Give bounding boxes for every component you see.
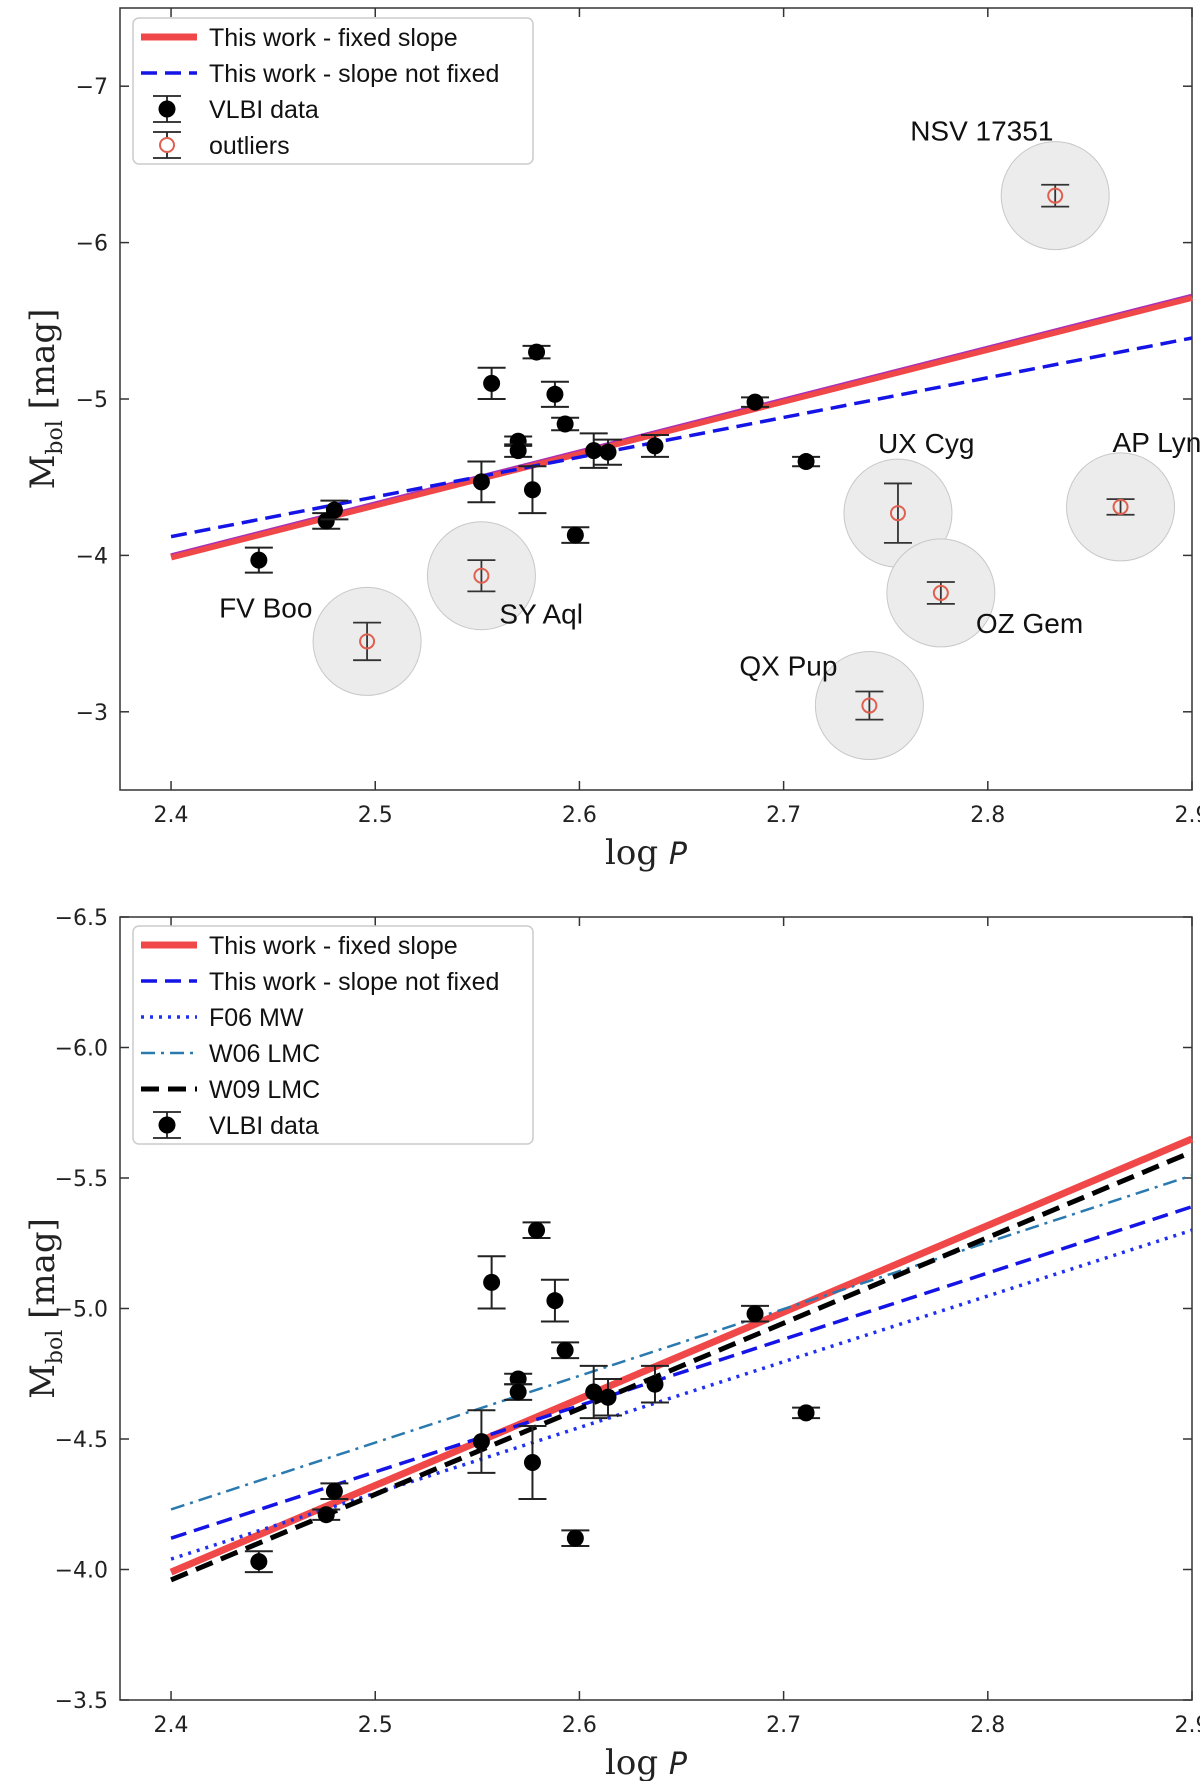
vlbi-data-point: [523, 1453, 541, 1471]
y-axis-label: Mbol [mag]: [23, 1218, 68, 1399]
x-tick-label: 2.6: [562, 803, 597, 828]
x-tick-label: 2.8: [970, 803, 1005, 828]
vlbi-data-point: [746, 393, 764, 411]
vlbi-data-point: [797, 1404, 815, 1422]
vlbi-data-point: [585, 442, 603, 460]
y-tick-label: −7: [76, 75, 108, 100]
x-tick-label: 2.5: [358, 1713, 393, 1738]
y-tick-label: −5.5: [55, 1167, 108, 1192]
y-tick-label: −4.5: [55, 1428, 108, 1453]
outlier-label: OZ Gem: [976, 608, 1083, 639]
x-axis-label: log P: [605, 833, 688, 873]
legend-entry-label: VLBI data: [209, 96, 319, 124]
legend-entry-label: outliers: [209, 132, 290, 160]
outlier-label: NSV 17351: [910, 116, 1053, 147]
y-tick-label: −4.0: [55, 1559, 108, 1584]
outlier-label: UX Cyg: [878, 428, 974, 459]
y-tick-label: −6.5: [55, 906, 108, 931]
vlbi-data-point: [509, 442, 527, 460]
vlbi-data-point: [483, 1273, 501, 1291]
legend-box: [132, 925, 534, 1145]
vlbi-data-point: [523, 481, 541, 499]
legend-entry-label: VLBI data: [209, 1112, 319, 1140]
legend-handle-marker: [159, 137, 175, 153]
fit-line-dashed-blue: [170, 1205, 1193, 1540]
legend-entry-label: This work - slope not fixed: [209, 60, 499, 88]
vlbi-data-point: [472, 1433, 490, 1451]
outlier-point: [861, 697, 878, 714]
vlbi-data-point: [646, 437, 664, 455]
outlier-label: SY Aql: [499, 599, 583, 630]
outlier-point: [932, 584, 949, 601]
vlbi-data-point: [599, 443, 617, 461]
vlbi-data-point: [646, 1375, 664, 1393]
vlbi-data-point: [797, 453, 815, 471]
x-tick-label: 2.6: [562, 1713, 597, 1738]
vlbi-data-point: [566, 1529, 584, 1547]
x-tick-label: 2.7: [766, 803, 801, 828]
y-tick-label: −5.0: [55, 1298, 108, 1323]
vlbi-data-point: [556, 415, 574, 433]
vlbi-data-point: [566, 526, 584, 544]
x-tick-label: 2.5: [358, 803, 393, 828]
outlier-point: [1047, 187, 1064, 204]
y-tick-label: −5: [76, 388, 108, 413]
vlbi-data-point: [250, 551, 268, 569]
outlier-label: FV Boo: [219, 592, 312, 623]
vlbi-data-point: [472, 473, 490, 491]
outlier-point: [889, 505, 906, 522]
y-tick-label: −4: [76, 544, 108, 569]
vlbi-data-point: [250, 1553, 268, 1571]
legend-entry-label: This work - fixed slope: [209, 24, 458, 52]
outlier-label: QX Pup: [739, 651, 837, 682]
vlbi-data-point: [546, 1292, 564, 1310]
x-tick-label: 2.4: [154, 1713, 189, 1738]
outlier-point: [1112, 498, 1129, 515]
y-tick-label: −6: [76, 232, 108, 257]
top-panel: 2.4 2.5 2.6 2.7 2.8 2.9 −7 −6 −5 −4 −3 log P Mbol [m…: [23, 7, 1200, 873]
fit-line-dotted-blue: [170, 1228, 1193, 1561]
y-axis-label: Mbol [mag]: [23, 309, 68, 490]
legend-handle-marker: [158, 1116, 176, 1134]
vlbi-data-point: [546, 385, 564, 403]
x-tick-label: 2.7: [766, 1713, 801, 1738]
x-tick-label: 2.8: [970, 1713, 1005, 1738]
vlbi-data-point: [528, 343, 546, 361]
legend-entry-label: W06 LMC: [209, 1040, 320, 1068]
legend-entry-label: This work - slope not fixed: [209, 968, 499, 996]
y-tick-label: −6.0: [55, 1037, 108, 1062]
outlier-point: [359, 633, 376, 650]
y-tick-label: −3.5: [55, 1689, 108, 1714]
legend-entry-label: F06 MW: [209, 1004, 304, 1032]
vlbi-data-point: [509, 1383, 527, 1401]
x-tick-label: 2.4: [154, 803, 189, 828]
vlbi-data-point: [317, 1506, 335, 1524]
y-tick-label: −3: [76, 701, 108, 726]
fit-line-dashed-blue: [170, 336, 1193, 539]
outlier-label: AP Lyn: [1113, 427, 1200, 458]
bottom-panel: 2.4 2.5 2.6 2.7 2.8 2.9 −6.5 −6.0 −5.5 −5.0 −4.5 −4…: [23, 906, 1200, 1781]
x-axis-label: log P: [605, 1743, 688, 1781]
vlbi-data-point: [599, 1388, 617, 1406]
vlbi-data-point: [483, 374, 501, 392]
vlbi-data-point: [556, 1341, 574, 1359]
fit-line-dashed-black: [170, 1149, 1193, 1583]
legend-entry-label: W09 LMC: [209, 1076, 320, 1104]
vlbi-data-point: [528, 1221, 546, 1239]
x-tick-label: 2.9: [1175, 1713, 1200, 1738]
vlbi-data-point: [746, 1305, 764, 1323]
legend-box: [132, 17, 534, 165]
x-tick-label: 2.9: [1175, 803, 1200, 828]
vlbi-data-point: [325, 501, 343, 519]
fit-line-dashdot-steelblue: [170, 1174, 1193, 1511]
vlbi-data-point: [325, 1482, 343, 1500]
outlier-point: [473, 567, 490, 584]
legend-handle-marker: [158, 100, 176, 118]
vlbi-data-point: [585, 1383, 603, 1401]
legend-entry-label: This work - fixed slope: [209, 932, 458, 960]
